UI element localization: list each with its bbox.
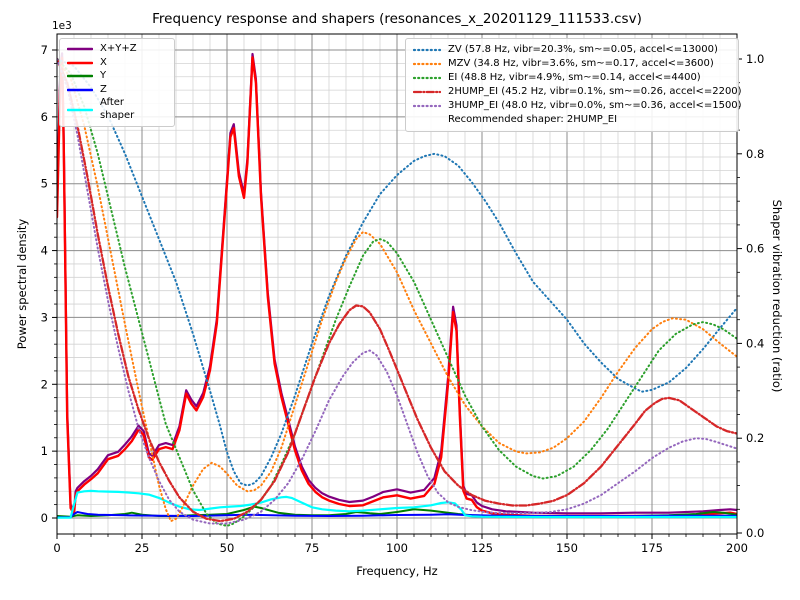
line-swatch-xyz [67, 48, 93, 51]
legend-item-x: X [67, 57, 167, 70]
series-2hump_ei [57, 57, 737, 523]
series-ei [57, 58, 737, 527]
y-right-tick-label: 0.6 [746, 242, 764, 256]
line-swatch-zv [413, 48, 441, 51]
line-swatch-ei [413, 76, 441, 80]
empty-swatch [413, 115, 441, 125]
x-tick-label: 25 [135, 541, 150, 555]
y-left-tick-label: 0 [41, 511, 48, 525]
legend-label: EI (48.8 Hz, vibr=4.9%, sm~=0.14, accel<… [448, 71, 701, 83]
x-tick-label: 0 [53, 541, 60, 555]
legend-item-3hump-ei: 3HUMP_EI (48.0 Hz, vibr=0.0%, sm~=0.36, … [413, 100, 742, 113]
legend-label: X+Y+Z [100, 43, 137, 54]
legend-shapers: ZV (57.8 Hz, vibr=20.3%, sm~=0.05, accel… [405, 38, 742, 133]
line-swatch-x [67, 61, 93, 64]
line-swatch-2hump-ei [413, 91, 441, 94]
y-axis-offset-text: 1e3 [52, 20, 72, 32]
y-left-tick-label: 3 [41, 310, 48, 324]
x-axis-label: Frequency, Hz [356, 564, 438, 578]
legend-item-ei: EI (48.8 Hz, vibr=4.9%, sm~=0.14, accel<… [413, 72, 731, 85]
legend-label: X [100, 56, 107, 68]
legend-item-xyz: X+Y+Z [67, 43, 167, 56]
x-tick-label: 50 [220, 541, 235, 555]
x-tick-label: 200 [726, 541, 748, 555]
legend-label: 2HUMP_EI (45.2 Hz, vibr=0.1%, sm~=0.26, … [448, 85, 742, 97]
legend-item-mzv: MZV (34.8 Hz, vibr=3.6%, sm~=0.17, accel… [413, 58, 731, 71]
y-axis-right-label: Shaper vibration reduction (ratio) [770, 199, 784, 393]
legend-item-z: Z [67, 84, 167, 97]
legend-label: ZV (57.8 Hz, vibr=20.3%, sm~=0.05, accel… [448, 43, 718, 55]
y-right-tick-label: 0.8 [746, 147, 764, 161]
line-swatch-y [67, 75, 93, 78]
legend-label: Y [100, 70, 107, 81]
data-series [57, 52, 737, 527]
y-left-tick-label: 2 [41, 377, 48, 391]
legend-item-y: Y [67, 70, 167, 83]
legend-label: Recommended shaper: 2HUMP_EI [448, 114, 618, 126]
x-tick-label: 100 [386, 541, 408, 555]
series-x [57, 56, 737, 518]
legend-note-recommended-shaper: Recommended shaper: 2HUMP_EI [413, 114, 731, 127]
legend-label: 3HUMP_EI (48.0 Hz, vibr=0.0%, sm~=0.36, … [448, 99, 742, 111]
y-left-tick-label: 6 [41, 110, 48, 124]
y-left-tick-label: 4 [41, 244, 48, 258]
y-right-tick-label: 1.0 [746, 52, 764, 66]
legend-label: Z [100, 83, 107, 95]
y-left-tick-label: 5 [41, 177, 48, 191]
x-tick-label: 125 [471, 541, 493, 555]
chart-title: Frequency response and shapers (resonanc… [152, 11, 642, 27]
legend-item-2hump-ei: 2HUMP_EI (45.2 Hz, vibr=0.1%, sm~=0.26, … [413, 86, 742, 99]
legend-psd: X+Y+Z X Y Z After shaper [59, 38, 175, 127]
y-right-tick-label: 0.4 [746, 336, 764, 350]
legend-label: After shaper [100, 97, 135, 121]
legend-label: MZV (34.8 Hz, vibr=3.6%, sm~=0.17, accel… [448, 57, 714, 69]
line-swatch-3hump-ei [413, 105, 441, 108]
series-3hump_ei [57, 58, 737, 525]
legend-item-zv: ZV (57.8 Hz, vibr=20.3%, sm~=0.05, accel… [413, 44, 731, 57]
line-swatch-mzv [413, 62, 441, 66]
y-right-tick-label: 0.2 [746, 431, 764, 445]
series-after [57, 489, 737, 519]
legend-item-after-shaper: After shaper [67, 97, 167, 122]
x-tick-label: 75 [305, 541, 320, 555]
series-mzv [57, 58, 737, 523]
axes: 0 25 50 75 100 125 150 175 200 0 1 2 3 4 5 6 7 0.0 0.2 0.4 0… [41, 33, 764, 555]
x-tick-label: 150 [556, 541, 578, 555]
y-axis-left-label: Power spectral density [15, 218, 29, 350]
y-left-tick-label: 7 [41, 43, 48, 57]
x-tick-label: 175 [641, 541, 663, 555]
series-zv [57, 58, 737, 487]
y-right-tick-label: 0.0 [746, 526, 764, 540]
line-swatch-z [67, 88, 93, 91]
y-left-tick-label: 1 [41, 444, 48, 458]
line-swatch-after-shaper [67, 108, 93, 111]
